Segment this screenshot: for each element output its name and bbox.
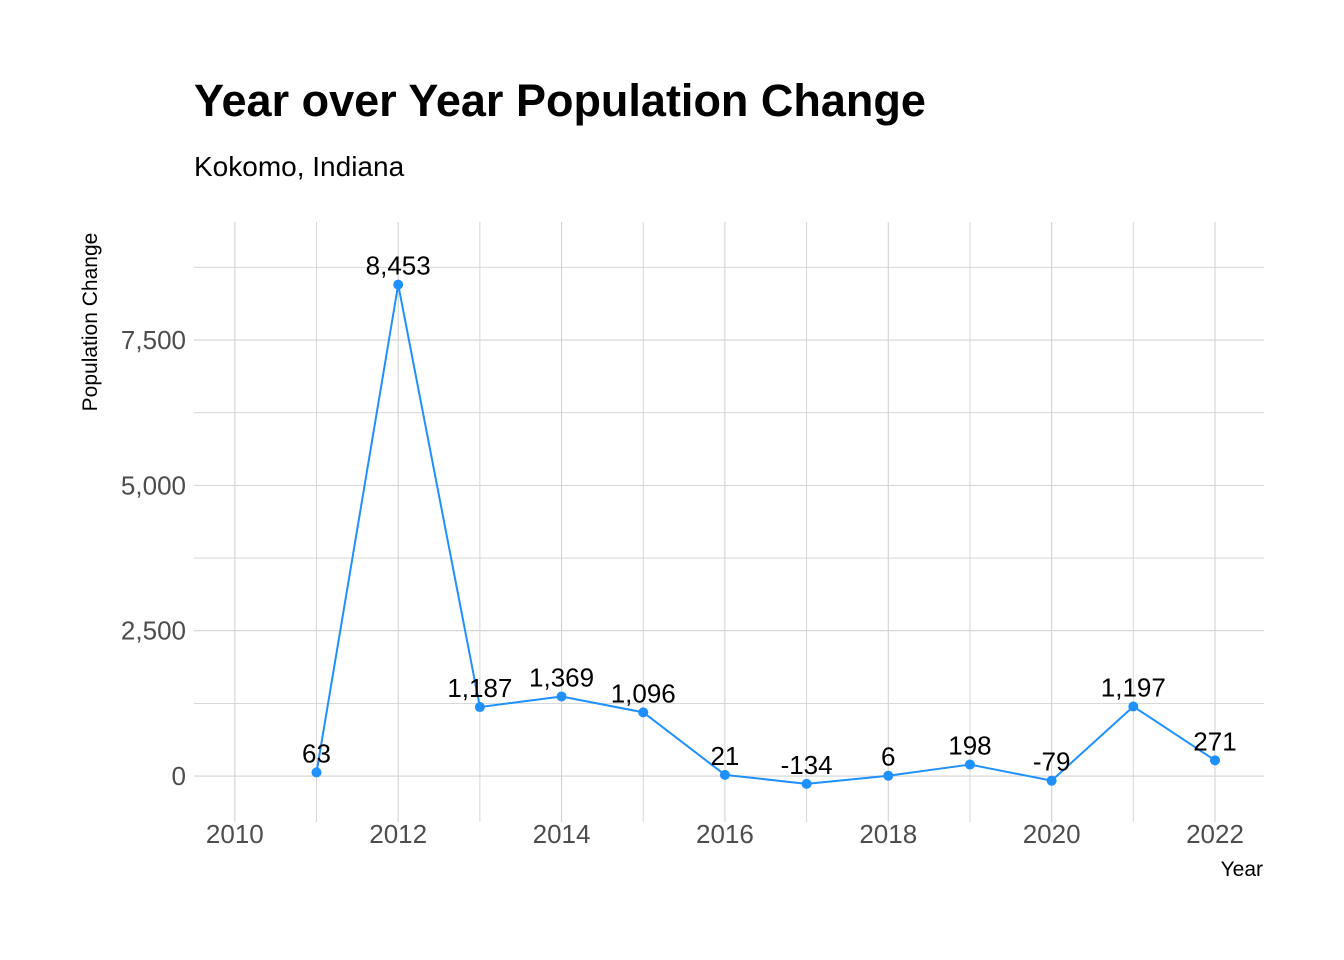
data-label: 1,096 [611, 678, 676, 708]
chart-title: Year over Year Population Change [194, 75, 926, 126]
data-label: 63 [302, 738, 331, 768]
data-point [1128, 701, 1139, 712]
x-axis-title: Year [1221, 858, 1263, 881]
data-label: 271 [1193, 726, 1236, 756]
x-tick-label: 2010 [206, 819, 264, 849]
data-label: 6 [881, 742, 895, 772]
data-point [638, 707, 649, 718]
x-tick-label: 2020 [1023, 819, 1081, 849]
data-point [801, 778, 812, 789]
data-label: -79 [1033, 747, 1071, 777]
data-labels: 63 8,453 1,187 1,369 1,096 21 -134 6 198 -79 1,197… [302, 251, 1237, 780]
series-line [315, 283, 1216, 785]
data-point [556, 691, 567, 702]
series-line-path [315, 283, 1216, 785]
x-tick-label: 2018 [859, 819, 917, 849]
data-label: 21 [710, 741, 739, 771]
data-point [964, 759, 975, 770]
y-tick-label: 5,000 [121, 470, 186, 500]
y-tick-label: 7,500 [121, 325, 186, 355]
x-tick-label: 2012 [369, 819, 427, 849]
data-point [311, 767, 322, 778]
data-label: 1,369 [529, 662, 594, 692]
series-points [311, 279, 1220, 789]
y-axis-tick-labels: 0 2,500 5,000 7,500 [121, 325, 186, 791]
data-label: 1,187 [447, 673, 512, 703]
data-label: -134 [781, 750, 833, 780]
x-tick-label: 2022 [1186, 819, 1244, 849]
data-label: 198 [948, 731, 991, 761]
data-label: 8,453 [366, 251, 431, 281]
gridlines [194, 222, 1264, 822]
data-point [1046, 775, 1057, 786]
data-point [719, 769, 730, 780]
data-point [1209, 755, 1220, 766]
x-axis-tick-labels: 2010 2012 2014 2016 2018 2020 2022 [206, 819, 1244, 849]
data-point [393, 279, 404, 290]
data-label: 1,197 [1101, 672, 1166, 702]
data-point [474, 702, 485, 713]
x-tick-label: 2014 [533, 819, 591, 849]
y-tick-label: 2,500 [121, 616, 186, 646]
y-tick-label: 0 [172, 761, 186, 791]
chart-subtitle: Kokomo, Indiana [194, 151, 405, 182]
x-tick-label: 2016 [696, 819, 754, 849]
y-axis-title: Population Change [79, 233, 102, 412]
data-point [883, 770, 894, 781]
